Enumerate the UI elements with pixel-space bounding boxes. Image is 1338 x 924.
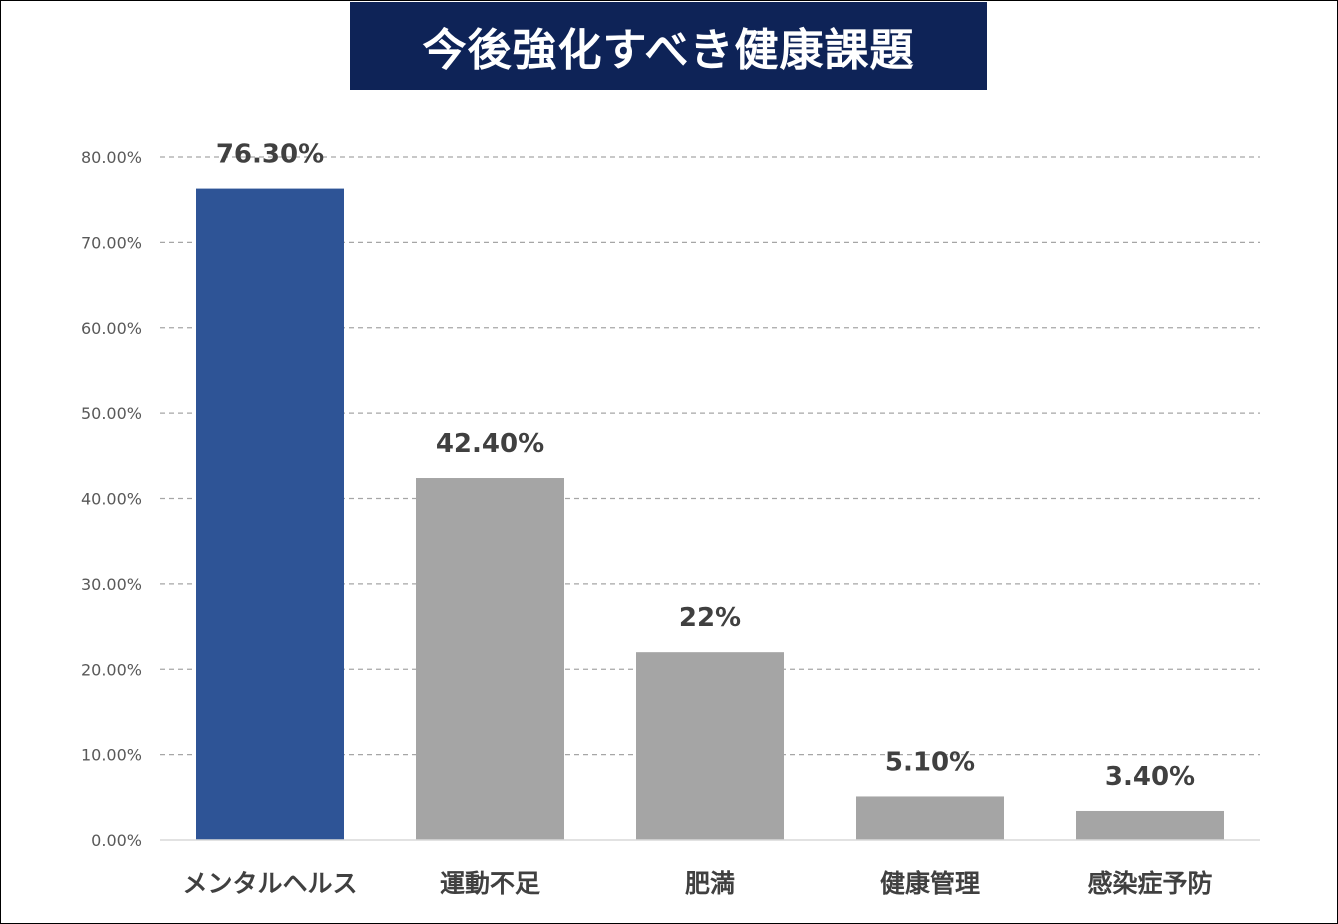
y-tick-label: 20.00% (81, 660, 142, 679)
y-tick-label: 30.00% (81, 575, 142, 594)
data-label: 22% (679, 603, 741, 633)
y-tick-label: 0.00% (91, 831, 142, 850)
category-labels: メンタルヘルス 運動不足 肥満 健康管理 感染症予防 (182, 869, 1212, 898)
bar (856, 796, 1004, 840)
category-label: 感染症予防 (1087, 869, 1212, 898)
y-tick-label: 50.00% (81, 404, 142, 423)
data-label: 5.10% (885, 747, 975, 777)
y-tick-label: 40.00% (81, 490, 142, 509)
bar (636, 652, 784, 840)
y-tick-label: 70.00% (81, 233, 142, 252)
data-label: 76.30% (216, 140, 324, 170)
bar (416, 478, 564, 840)
y-tick-label: 10.00% (81, 746, 142, 765)
chart-title: 今後強化すべき健康課題 (350, 2, 987, 90)
category-label: 運動不足 (440, 869, 540, 898)
bar (196, 188, 344, 840)
bar (1076, 810, 1224, 840)
data-label: 42.40% (436, 429, 544, 459)
y-axis-ticks: 0.00% 10.00% 20.00% 30.00% 40.00% 50.00% 60.00… (81, 148, 142, 850)
data-labels: 76.30% 42.40% 22% 5.10% 3.40% (216, 140, 1195, 792)
y-tick-label: 60.00% (81, 319, 142, 338)
y-tick-label: 80.00% (81, 148, 142, 167)
category-label: メンタルヘルス (182, 869, 357, 898)
category-label: 健康管理 (880, 869, 980, 898)
category-label: 肥満 (685, 869, 735, 898)
data-label: 3.40% (1105, 762, 1195, 792)
bars (196, 188, 1224, 840)
